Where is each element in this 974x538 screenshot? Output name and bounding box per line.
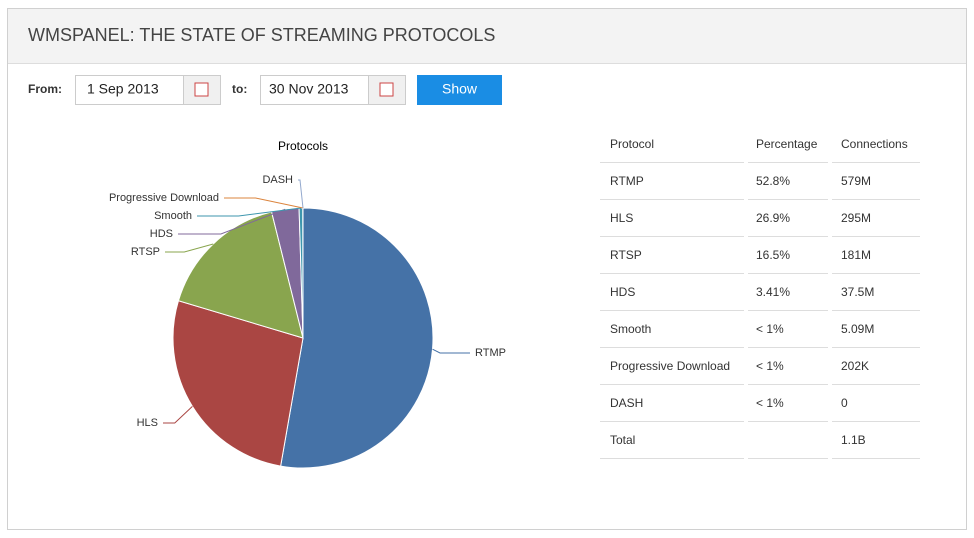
to-date[interactable]: 30 Nov 2013 (269, 81, 349, 97)
table-cell: RTSP (610, 248, 642, 262)
connector (163, 405, 193, 424)
table-cell: HDS (610, 285, 635, 299)
table-header: Protocol (610, 137, 654, 151)
show-button-label[interactable]: Show (442, 81, 478, 97)
from-calendar-button[interactable] (183, 75, 221, 105)
slice-label: Progressive Download (109, 192, 219, 204)
connector (178, 208, 286, 235)
table-cell: 295M (841, 211, 871, 225)
table-cell: < 1% (756, 396, 784, 410)
table-cell: 1.1B (841, 433, 866, 447)
connector (165, 243, 214, 253)
table-cell: < 1% (756, 359, 784, 373)
panel-title: WMSPANEL: THE STATE OF STREAMING PROTOCO… (28, 25, 495, 45)
slice-label: RTMP (475, 347, 506, 359)
slice-label: HDS (150, 228, 173, 240)
connector (432, 348, 470, 354)
table-cell: 579M (841, 174, 871, 188)
table-cell: 0 (841, 396, 848, 410)
table-cell: 52.8% (756, 174, 790, 188)
table-cell: < 1% (756, 322, 784, 336)
slice-label: HLS (137, 417, 158, 429)
to-label: to: (232, 82, 247, 96)
slice-label: RTSP (131, 246, 160, 258)
table-cell: RTMP (610, 174, 644, 188)
table-cell: 5.09M (841, 322, 874, 336)
table-cell: DASH (610, 396, 643, 410)
table-cell: 26.9% (756, 211, 790, 225)
slice-label: DASH (262, 174, 293, 186)
calendar-icon (194, 82, 209, 97)
pie-slice (177, 211, 304, 339)
table-header: Connections (841, 137, 908, 151)
table-cell: 16.5% (756, 248, 790, 262)
connector (224, 197, 304, 209)
table-cell: Total (610, 433, 635, 447)
table-header: Percentage (756, 137, 818, 151)
panel-header (8, 9, 966, 63)
from-label: From: (28, 82, 62, 96)
table-cell: 3.41% (756, 285, 790, 299)
from-date[interactable]: 1 Sep 2013 (87, 81, 159, 97)
slice-label: Smooth (154, 210, 192, 222)
from-input[interactable]: 1 Sep 2013 (75, 75, 221, 105)
table-cell: 181M (841, 248, 871, 262)
to-input[interactable]: 30 Nov 2013 (260, 75, 406, 105)
table-cell: HLS (610, 211, 633, 225)
connector (298, 179, 304, 209)
chart-title: Protocols (278, 139, 328, 153)
show-button[interactable] (417, 75, 502, 105)
pie-slice (280, 207, 434, 469)
table-cell: Smooth (610, 322, 651, 336)
table-cell: 202K (841, 359, 869, 373)
table-cell: Progressive Download (610, 359, 730, 373)
connector (197, 207, 302, 217)
table-cell: 37.5M (841, 285, 874, 299)
calendar-icon (379, 82, 394, 97)
